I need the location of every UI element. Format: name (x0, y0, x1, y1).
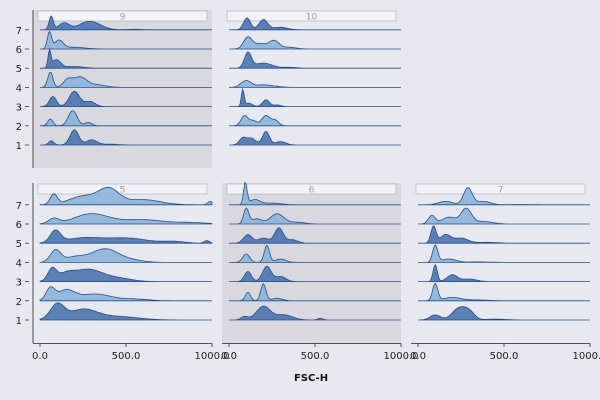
panel-10: 10 (222, 10, 401, 168)
y-tick-label: 5 (16, 239, 22, 250)
facet-label: 7 (498, 186, 504, 196)
ridge-10-row-4 (228, 80, 401, 88)
ridge-6-row-7 (229, 181, 401, 206)
ridge-6-row-5 (229, 227, 401, 244)
ridge-7-row-4 (418, 244, 590, 263)
ridge-5-row-7 (39, 186, 213, 206)
x-axis-title: FSC-H (294, 373, 328, 384)
facet-label: 9 (120, 13, 126, 23)
ridge-6-row-3 (229, 265, 401, 282)
ridge-5-row-1 (39, 302, 212, 321)
ridge-10-row-5 (229, 51, 401, 69)
ridge-10-row-1 (229, 130, 401, 146)
ridge-9-row-3 (40, 90, 212, 107)
x-tick-label: 1000.0 (573, 351, 600, 362)
ridge-10-row-2 (229, 114, 401, 127)
y-tick-label: 7 (16, 26, 22, 37)
facet-strip (226, 183, 397, 195)
facet-label: 5 (120, 186, 126, 196)
y-tick-label: 2 (16, 297, 22, 308)
ridge-6-row-6 (229, 207, 401, 225)
ridge-10-row-6 (229, 36, 401, 50)
ridge-10-row-3 (229, 87, 401, 107)
ridge-5-row-3 (39, 266, 212, 282)
y-tick-label: 6 (16, 220, 22, 231)
x-tick-label: 500.0 (490, 351, 519, 362)
ridge-5-row-2 (39, 286, 212, 302)
ridge-7-row-2 (418, 282, 590, 302)
ridge-6-row-4 (229, 244, 401, 263)
x-tick-label: 0.0 (221, 351, 237, 362)
x-tick-label: 1000.0 (195, 351, 230, 362)
ridge-9-row-2 (40, 110, 212, 127)
y-tick-label: 4 (16, 258, 22, 269)
y-tick-label: 4 (16, 83, 22, 94)
panel-background (411, 183, 590, 343)
ridge-5-row-5 (39, 229, 213, 244)
ridge-9-row-1 (40, 129, 212, 146)
y-tick-label: 3 (16, 278, 22, 289)
y-tick-label: 1 (16, 141, 22, 152)
y-tick-label: 5 (16, 64, 22, 75)
panel-6: 6 (222, 181, 401, 343)
y-tick-label: 2 (16, 122, 22, 133)
ridge-6-row-2 (229, 282, 401, 302)
ridge-7-row-3 (418, 263, 590, 282)
panel-5: 5 (33, 183, 213, 343)
ridge-9-row-5 (40, 47, 212, 69)
y-tick-label: 1 (16, 316, 22, 327)
x-tick-label: 1000.0 (384, 351, 419, 362)
y-tick-label: 3 (16, 103, 22, 114)
panel-background (33, 10, 212, 168)
ridge-6-row-1 (229, 305, 401, 321)
ridge-7-row-7 (418, 187, 590, 206)
ridge-5-row-6 (39, 213, 213, 225)
x-tick-label: 500.0 (301, 351, 330, 362)
ridge-10-row-7 (229, 17, 401, 31)
x-tick-label: 0.0 (32, 351, 48, 362)
x-tick-label: 500.0 (112, 351, 141, 362)
y-tick-label: 7 (16, 201, 22, 212)
ridge-7-row-5 (418, 225, 590, 244)
ridge-5-row-4 (39, 248, 212, 263)
ridge-9-row-4 (40, 71, 212, 88)
facet-strip (37, 183, 208, 195)
ridge-9-row-7 (40, 15, 212, 31)
ridge-7-row-1 (418, 306, 590, 321)
x-tick-label: 0.0 (410, 351, 426, 362)
facet-label: 6 (309, 186, 315, 196)
facet-strip (37, 10, 208, 22)
panel-9: 9 (33, 10, 212, 168)
y-tick-label: 6 (16, 45, 22, 56)
facet-strip (415, 183, 586, 195)
facet-strip (226, 10, 397, 22)
panel-7: 7 (411, 183, 590, 343)
ridge-9-row-6 (40, 30, 212, 50)
ridge-7-row-6 (418, 207, 590, 225)
facet-label: 10 (306, 13, 318, 23)
